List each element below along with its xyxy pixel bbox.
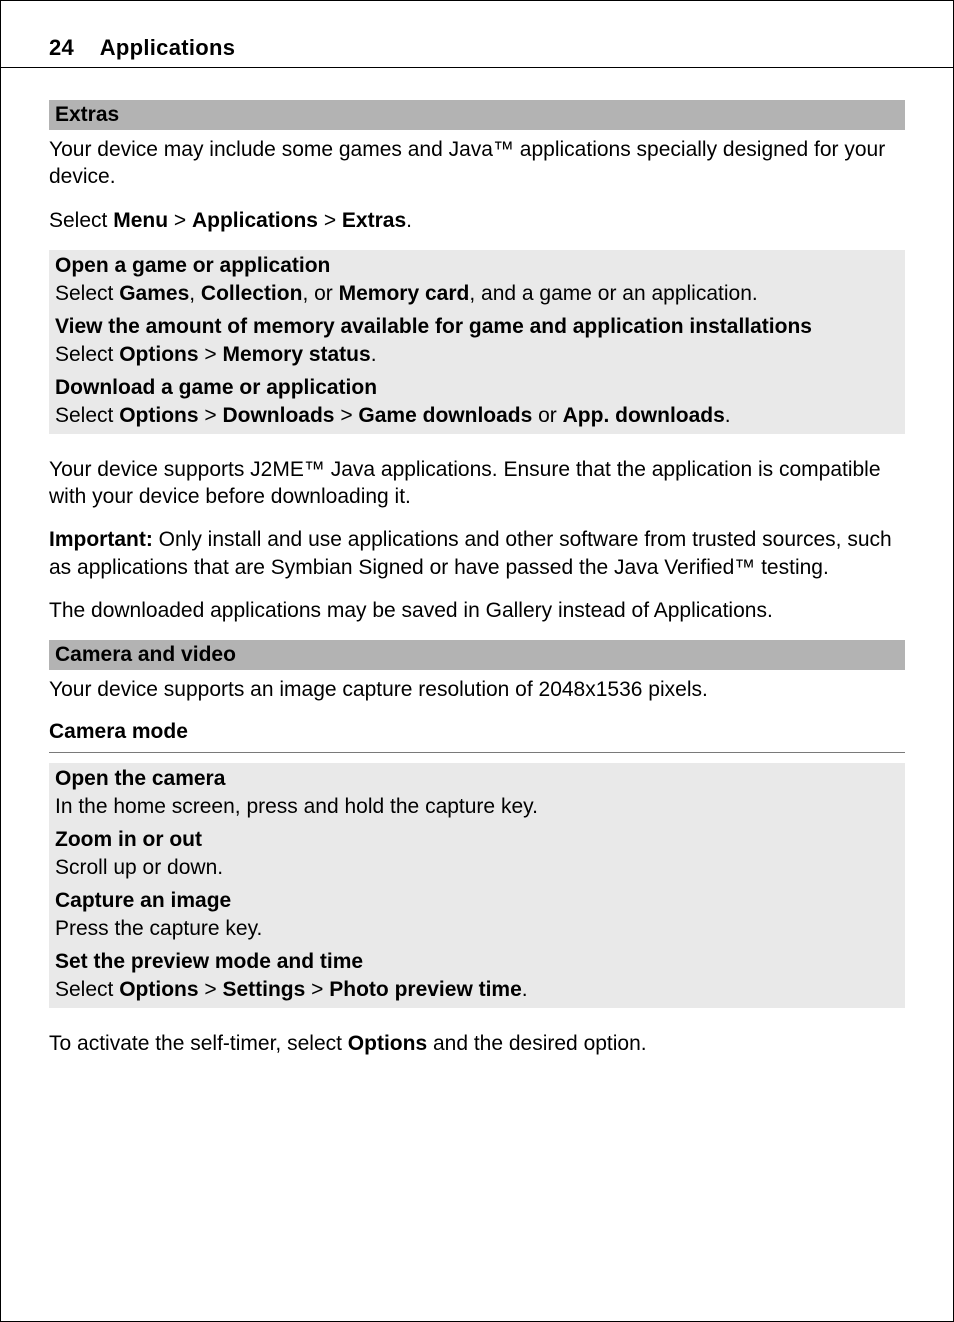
important-body: Only install and use applications and ot… (49, 528, 892, 578)
block-title: Open the camera (55, 767, 899, 791)
options-label: Options (119, 978, 198, 1001)
block-title: Zoom in or out (55, 828, 899, 852)
period: . (406, 209, 412, 232)
text: Select (55, 282, 119, 305)
block-title: Set the preview mode and time (55, 950, 899, 974)
page-content: Extras Your device may include some game… (1, 68, 953, 1113)
sep: > (168, 209, 192, 232)
photo-preview-time-label: Photo preview time (329, 978, 522, 1001)
extras-nav-path: Select Menu > Applications > Extras. (49, 207, 905, 234)
extras-intro: Your device may include some games and J… (49, 136, 905, 191)
applications-label: Applications (192, 209, 318, 232)
page-number: 24 (49, 35, 74, 60)
downloads-label: Downloads (222, 404, 334, 427)
text: Select (55, 343, 119, 366)
block-download-app: Download a game or application Select Op… (49, 372, 905, 433)
text: To activate the self-timer, select (49, 1032, 348, 1055)
text: and the desired option. (427, 1032, 647, 1055)
block-preview-mode: Set the preview mode and time Select Opt… (49, 946, 905, 1007)
extras-blocks: Open a game or application Select Games,… (49, 250, 905, 434)
settings-label: Settings (222, 978, 305, 1001)
block-memory-status: View the amount of memory available for … (49, 311, 905, 372)
block-body: Scroll up or down. (55, 854, 899, 881)
sep: > (199, 343, 223, 366)
memory-card-label: Memory card (339, 282, 470, 305)
important-label: Important: (49, 528, 153, 551)
divider (49, 752, 905, 753)
block-body: Select Options > Downloads > Game downlo… (55, 402, 899, 429)
section-title-extras: Extras (49, 100, 905, 130)
text: Select (55, 404, 119, 427)
block-title: Download a game or application (55, 376, 899, 400)
block-body: Select Options > Settings > Photo previe… (55, 976, 899, 1003)
options-label: Options (348, 1032, 427, 1055)
block-open-app: Open a game or application Select Games,… (49, 250, 905, 311)
text: Select (55, 978, 119, 1001)
text: , or (302, 282, 338, 305)
options-label: Options (119, 404, 198, 427)
gallery-note: The downloaded applications may be saved… (49, 597, 905, 624)
sep: > (199, 404, 223, 427)
games-label: Games (119, 282, 189, 305)
camera-intro: Your device supports an image capture re… (49, 676, 905, 703)
sep: > (318, 209, 342, 232)
chapter-title: Applications (100, 35, 236, 60)
section-title-camera: Camera and video (49, 640, 905, 670)
block-body: Press the capture key. (55, 915, 899, 942)
collection-label: Collection (201, 282, 303, 305)
sep: > (305, 978, 329, 1001)
text: . (371, 343, 377, 366)
extras-label: Extras (342, 209, 406, 232)
game-downloads-label: Game downloads (358, 404, 532, 427)
block-open-camera: Open the camera In the home screen, pres… (49, 763, 905, 824)
page-header: 24 Applications (1, 1, 953, 68)
block-capture-image: Capture an image Press the capture key. (49, 885, 905, 946)
text: . (725, 404, 731, 427)
sep: > (199, 978, 223, 1001)
memory-status-label: Memory status (222, 343, 370, 366)
block-title: Capture an image (55, 889, 899, 913)
options-label: Options (119, 343, 198, 366)
app-downloads-label: App. downloads (563, 404, 725, 427)
j2me-note: Your device supports J2ME™ Java applicat… (49, 456, 905, 511)
block-body: Select Options > Memory status. (55, 341, 899, 368)
self-timer-note: To activate the self-timer, select Optio… (49, 1030, 905, 1057)
menu-label: Menu (113, 209, 168, 232)
block-body: In the home screen, press and hold the c… (55, 793, 899, 820)
block-body: Select Games, Collection, or Memory card… (55, 280, 899, 307)
sep: > (334, 404, 358, 427)
important-note: Important: Only install and use applicat… (49, 526, 905, 581)
text: , and a game or an application. (469, 282, 757, 305)
text: or (532, 404, 562, 427)
block-title: Open a game or application (55, 254, 899, 278)
camera-mode-heading: Camera mode (49, 720, 905, 748)
text: , (189, 282, 201, 305)
manual-page: 24 Applications Extras Your device may i… (0, 0, 954, 1322)
text: . (522, 978, 528, 1001)
block-zoom: Zoom in or out Scroll up or down. (49, 824, 905, 885)
block-title: View the amount of memory available for … (55, 315, 899, 339)
camera-blocks: Open the camera In the home screen, pres… (49, 763, 905, 1008)
text: Select (49, 209, 113, 232)
